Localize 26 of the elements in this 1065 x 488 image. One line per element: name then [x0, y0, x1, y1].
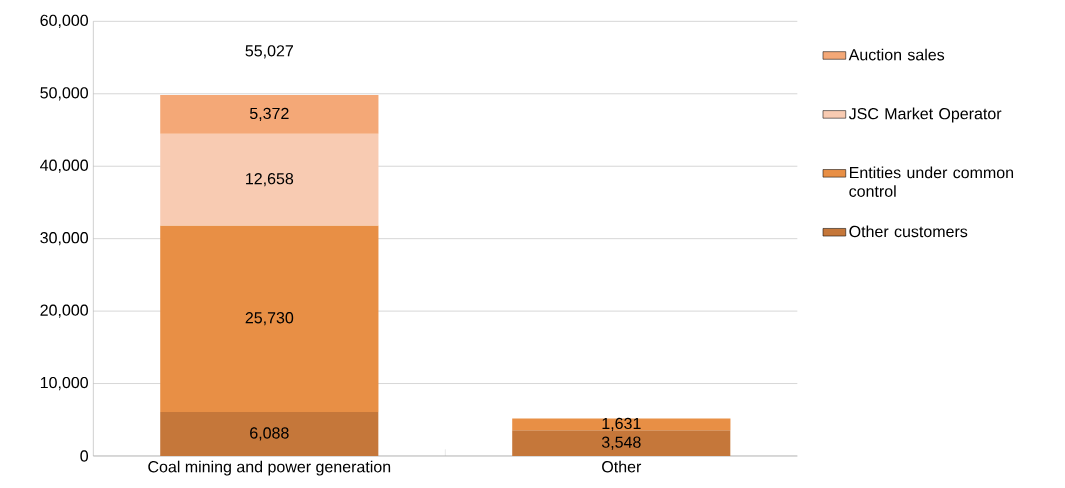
legend-label: Entities under common control	[849, 166, 1014, 197]
legend-label: Auction sales	[848, 48, 945, 61]
x-tick-label: Other	[602, 460, 642, 473]
y-tick-label: 0	[80, 450, 89, 462]
y-tick-label: 10,000	[40, 376, 89, 391]
data-label: 25,730	[245, 312, 294, 326]
y-tick-label: 60,000	[40, 14, 89, 28]
y-tick-label: 40,000	[40, 159, 89, 173]
bar	[512, 430, 731, 456]
data-label: 3,548	[601, 436, 641, 450]
y-tick-label: 50,000	[40, 87, 89, 101]
bar	[160, 133, 379, 226]
bar	[512, 418, 731, 431]
data-label: 1,631	[602, 417, 641, 431]
bar	[160, 94, 379, 134]
bar	[160, 225, 379, 412]
y-tick-label: 20,000	[40, 304, 89, 318]
y-tick-label: 30,000	[40, 232, 89, 246]
bar	[160, 411, 379, 456]
data-label: 6,088	[250, 427, 289, 441]
legend-label: Other customers	[849, 225, 968, 238]
data-label: 5,372	[249, 107, 289, 121]
annotation: 55,027	[245, 45, 293, 59]
data-label: 12,658	[246, 173, 294, 187]
legend-label: JSC Market Operator	[848, 107, 1002, 123]
x-tick-label: Coal mining and power generation	[148, 460, 391, 476]
